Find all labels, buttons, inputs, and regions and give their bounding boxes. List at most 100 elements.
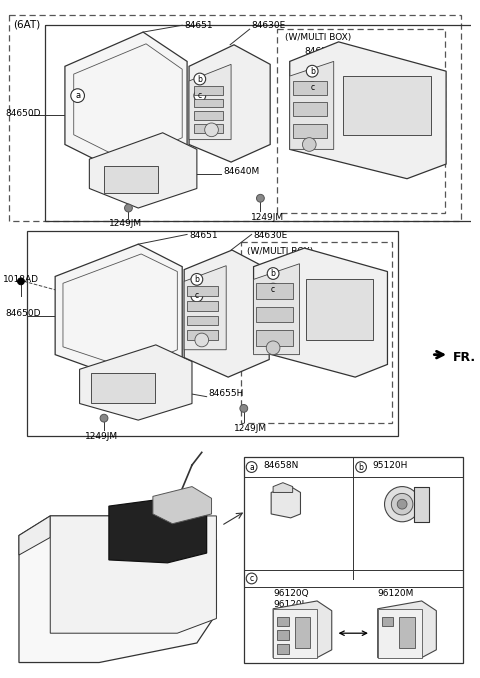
- Polygon shape: [109, 498, 207, 563]
- FancyBboxPatch shape: [344, 76, 432, 135]
- Circle shape: [17, 278, 24, 285]
- Polygon shape: [378, 609, 421, 658]
- Polygon shape: [273, 601, 332, 658]
- Text: FR.: FR.: [453, 351, 476, 363]
- FancyBboxPatch shape: [104, 166, 158, 193]
- Circle shape: [266, 341, 280, 355]
- Polygon shape: [378, 601, 436, 658]
- Polygon shape: [273, 483, 293, 492]
- FancyBboxPatch shape: [382, 616, 393, 626]
- Text: 1249JM: 1249JM: [234, 424, 267, 433]
- FancyBboxPatch shape: [194, 86, 223, 95]
- Circle shape: [267, 283, 279, 295]
- Text: 84650D: 84650D: [5, 108, 41, 118]
- Text: (W/MULTI BOX): (W/MULTI BOX): [285, 33, 351, 42]
- FancyBboxPatch shape: [194, 111, 223, 120]
- Circle shape: [71, 89, 84, 102]
- Polygon shape: [189, 45, 270, 162]
- Circle shape: [391, 494, 413, 515]
- Polygon shape: [19, 516, 50, 555]
- Polygon shape: [253, 264, 300, 355]
- Text: b: b: [194, 275, 199, 284]
- FancyBboxPatch shape: [255, 283, 293, 299]
- Circle shape: [306, 82, 318, 94]
- Circle shape: [124, 204, 132, 212]
- FancyBboxPatch shape: [91, 373, 155, 403]
- Polygon shape: [55, 244, 182, 381]
- Circle shape: [246, 573, 257, 584]
- Text: c: c: [198, 91, 202, 100]
- Text: b: b: [197, 75, 202, 83]
- Text: 1249JM: 1249JM: [109, 219, 142, 228]
- Polygon shape: [184, 250, 269, 377]
- Text: c: c: [195, 292, 199, 300]
- FancyBboxPatch shape: [293, 102, 327, 116]
- Text: 1249JM: 1249JM: [251, 213, 284, 222]
- Text: 96120Q: 96120Q: [273, 589, 309, 598]
- Circle shape: [191, 290, 203, 302]
- Circle shape: [100, 414, 108, 422]
- FancyBboxPatch shape: [277, 616, 289, 626]
- Text: 1249JM: 1249JM: [84, 432, 118, 441]
- Text: 96120L: 96120L: [273, 600, 307, 609]
- FancyBboxPatch shape: [187, 315, 218, 325]
- Circle shape: [240, 405, 248, 412]
- Text: a: a: [249, 462, 254, 471]
- FancyBboxPatch shape: [255, 306, 293, 322]
- Text: 84640M: 84640M: [223, 167, 260, 176]
- Circle shape: [191, 273, 203, 285]
- FancyBboxPatch shape: [306, 279, 373, 340]
- Text: 95120H: 95120H: [373, 461, 408, 470]
- Text: 84630E: 84630E: [304, 47, 338, 56]
- Circle shape: [306, 65, 318, 77]
- Text: 84651: 84651: [189, 231, 217, 239]
- Circle shape: [356, 462, 366, 473]
- FancyBboxPatch shape: [295, 616, 310, 648]
- Text: c: c: [310, 83, 314, 92]
- Text: 84655H: 84655H: [209, 389, 244, 398]
- Text: b: b: [359, 462, 363, 471]
- Polygon shape: [65, 32, 187, 174]
- FancyBboxPatch shape: [194, 98, 223, 107]
- FancyBboxPatch shape: [187, 286, 218, 296]
- Polygon shape: [189, 64, 231, 140]
- Text: c: c: [250, 574, 253, 583]
- Circle shape: [397, 499, 407, 509]
- Text: 84630E: 84630E: [253, 231, 288, 239]
- Polygon shape: [80, 345, 192, 420]
- Text: 1018AD: 1018AD: [3, 275, 39, 284]
- Text: (W/MULTI BOX): (W/MULTI BOX): [247, 247, 313, 256]
- FancyBboxPatch shape: [277, 644, 289, 654]
- Polygon shape: [153, 487, 212, 523]
- FancyBboxPatch shape: [194, 124, 223, 133]
- Text: 84651: 84651: [184, 21, 213, 31]
- Text: 96120M: 96120M: [378, 589, 414, 598]
- FancyBboxPatch shape: [293, 124, 327, 138]
- FancyBboxPatch shape: [187, 301, 218, 311]
- Text: 84658N: 84658N: [264, 461, 299, 470]
- Circle shape: [384, 487, 420, 522]
- Circle shape: [195, 333, 209, 347]
- FancyBboxPatch shape: [277, 631, 289, 640]
- Text: c: c: [271, 285, 275, 294]
- Text: a: a: [75, 91, 80, 100]
- FancyBboxPatch shape: [293, 81, 327, 95]
- Text: 84630E: 84630E: [252, 21, 286, 31]
- Polygon shape: [273, 609, 317, 658]
- Text: 84630E: 84630E: [263, 262, 297, 271]
- Polygon shape: [271, 487, 300, 518]
- FancyBboxPatch shape: [255, 330, 293, 346]
- Circle shape: [194, 89, 205, 102]
- Circle shape: [302, 138, 316, 151]
- Text: 84650D: 84650D: [5, 309, 41, 318]
- Text: b: b: [310, 66, 315, 76]
- Polygon shape: [89, 133, 197, 208]
- Polygon shape: [19, 516, 216, 662]
- Circle shape: [246, 462, 257, 473]
- Circle shape: [194, 73, 205, 85]
- FancyBboxPatch shape: [187, 330, 218, 340]
- Circle shape: [267, 268, 279, 279]
- Polygon shape: [290, 62, 334, 149]
- Text: b: b: [271, 269, 276, 278]
- Polygon shape: [253, 248, 387, 377]
